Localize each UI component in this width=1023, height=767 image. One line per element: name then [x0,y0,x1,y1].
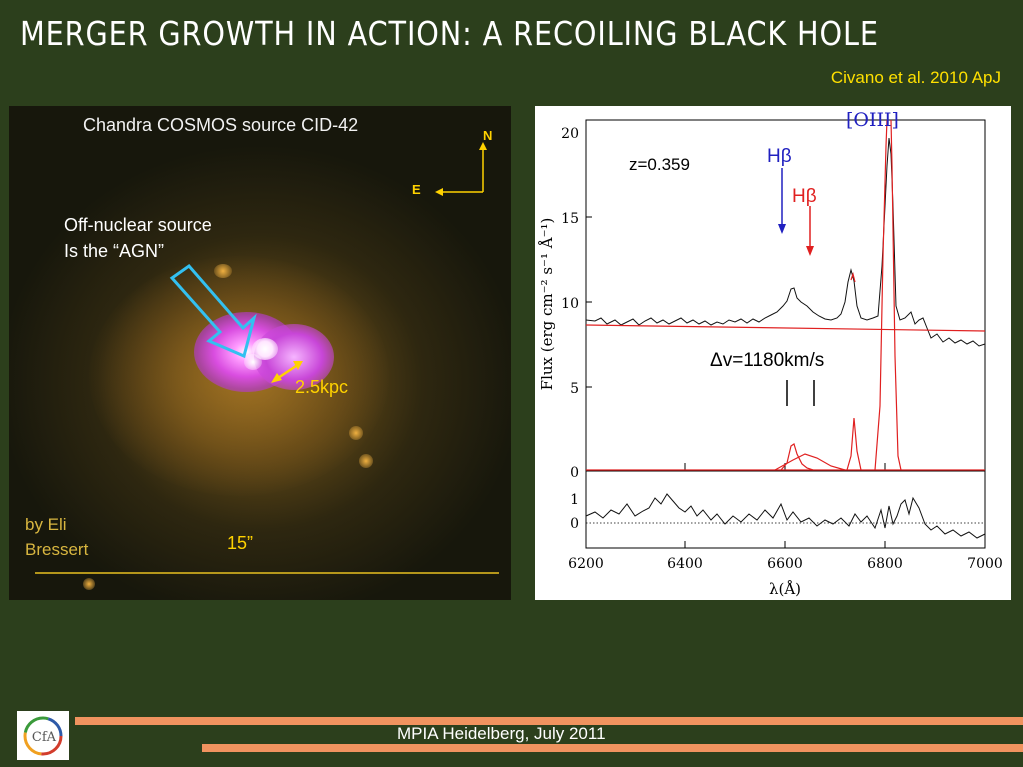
image-caption: Chandra COSMOS source CID-42 [83,115,359,135]
y-tick-label: 10 [561,296,579,312]
redshift-label: z=0.359 [629,155,690,174]
galaxy-knot [83,578,95,590]
x-axis-label: λ(Å) [769,580,801,598]
offnuclear-annotation-line2: Is the “AGN” [64,241,165,261]
residual-spectrum [585,493,986,539]
double-arrow-icon [271,361,303,383]
galaxy-knot [359,454,373,468]
image-overlay [35,142,499,574]
x-tick-label: 6200 [568,556,604,572]
residual-tick-label: 0 [570,516,579,532]
offnuclear-annotation-line1: Off-nuclear source [64,215,212,235]
composite-image-panel: Chandra COSMOS source CID-42 N E Off-nuc… [9,106,511,600]
y-tick-label: 0 [570,465,579,481]
nucleus-core [252,338,278,360]
scale-kpc-label: 2.5kpc [295,377,349,397]
y-axis-label: Flux (erg cm⁻² s⁻¹ Å⁻¹) [538,218,556,391]
cfa-logo: CfA [17,711,69,760]
offnuclear-core [244,354,262,370]
hbeta-red-label: Hβ [792,186,817,207]
pointer-arrow-icon [169,263,257,359]
footer-text: MPIA Heidelberg, July 2011 [397,724,606,743]
galaxy-knot [349,426,363,440]
x-tick-label: 6800 [867,556,903,572]
y-tick-label: 20 [561,126,579,142]
oiii-label: [OIII] [846,109,899,131]
image-credit-line2: Bressert [25,540,89,559]
hbeta-blue-label: Hβ [767,146,792,167]
y-tick-label: 5 [570,381,579,397]
spectrum-plot: 20 15 10 5 0 1 0 6200 6400 6600 6800 700… [538,109,1003,598]
dv-markers [786,380,815,406]
velocity-offset-label: Δv=1180km/s [710,350,824,371]
compass-north-label: N [483,128,493,143]
x-tick-label: 7000 [967,556,1003,572]
residual-frame [585,470,986,549]
model-continuum [585,119,986,471]
galaxy-knot [214,264,232,278]
hbeta-blue-arrow-icon [778,168,786,234]
citation: Civano et al. 2010 ApJ [830,68,1001,87]
hbeta-red-arrow-icon [806,206,814,256]
footer-bar [202,744,1023,752]
spectrum-panel: 20 15 10 5 0 1 0 6200 6400 6600 6800 700… [535,106,1011,600]
image-credit-line1: by Eli [25,515,67,534]
compass-east-label: E [412,182,421,197]
observed-spectrum [585,137,986,347]
residual-tick-label: 1 [570,492,579,508]
footer-bar [75,717,1023,725]
y-tick-label: 15 [561,211,579,227]
slide-title: Merger growth in action: a recoiling bla… [20,14,879,53]
compass-icon [435,142,487,196]
scale-arcsec-label: 15” [227,533,254,553]
x-tick-label: 6600 [767,556,803,572]
cfa-logo-text: CfA [32,730,57,745]
x-tick-label: 6400 [667,556,703,572]
